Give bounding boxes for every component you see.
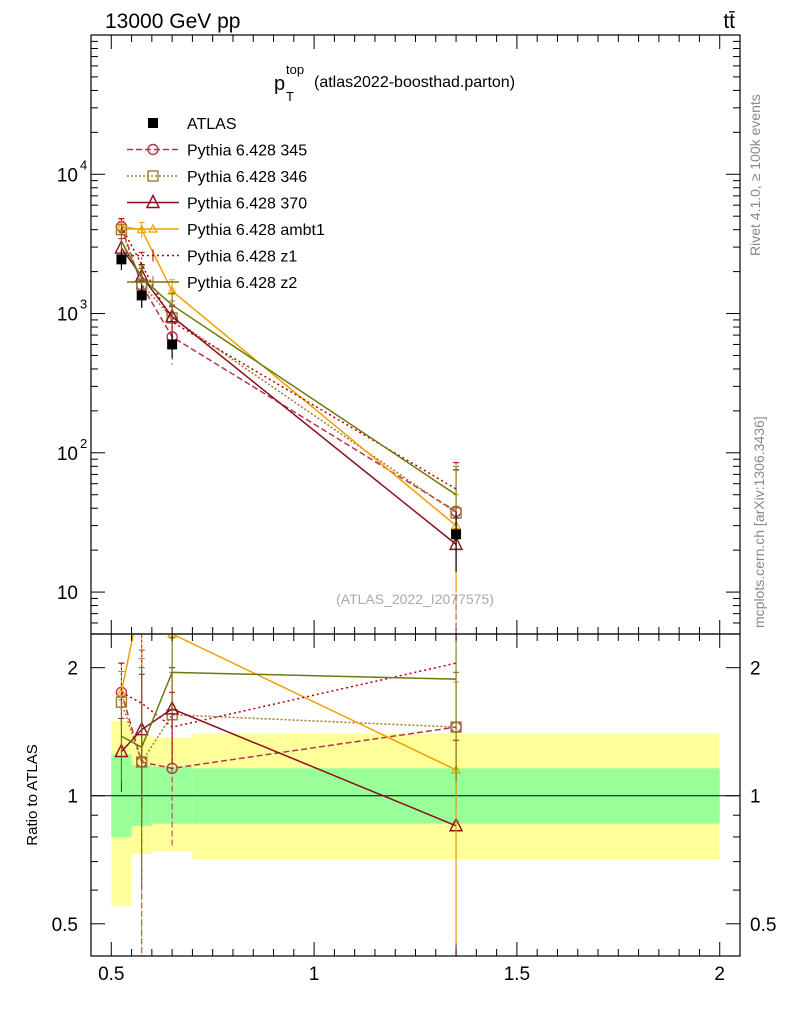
ratio-line-z2	[121, 671, 457, 749]
atlas-marker	[167, 339, 178, 350]
main-series-z1	[118, 218, 460, 537]
ratio-line-p346	[120, 701, 457, 764]
ratio-ytick-label: 2	[67, 659, 78, 680]
ratio-ytick-label-right: 2	[750, 659, 761, 680]
main-ytick-exponent: 3	[80, 297, 87, 312]
legend-label-p370: Pythia 6.428 370	[187, 196, 307, 213]
legend-item-ambt1: Pythia 6.428 ambt1	[127, 222, 325, 239]
main-ytick-label: 10	[57, 165, 78, 186]
watermark-label: (ATLAS_2022_I2077575)	[336, 591, 494, 607]
legend-item-p346: Pythia 6.428 346	[127, 169, 307, 186]
plot-title: p T top (atlas2022-boosthad.parton)	[274, 62, 515, 104]
ratio-ytick-label-right: 0.5	[750, 915, 776, 936]
legend-marker-p345	[147, 143, 159, 156]
ratio-ytick-label: 0.5	[52, 915, 78, 936]
ratio-marker-ambt1	[138, 589, 146, 596]
legend-label-p346: Pythia 6.428 346	[187, 169, 307, 186]
ratio-ylabel: Ratio to ATLAS	[24, 744, 41, 845]
main-series-atlas	[116, 250, 462, 572]
ratio-ytick-label-right: 1	[750, 787, 761, 808]
legend-marker-ambt1	[147, 223, 159, 233]
ratio-xtick-label: 0.5	[98, 964, 124, 985]
ratio-xtick-label: 1.5	[504, 964, 530, 985]
ratio-axes: 0.5 0.5 1 1 2 2 0.5 1 1.5 2	[52, 634, 776, 985]
title-main: p	[274, 73, 285, 95]
rivet-version-label: Rivet 4.1.0, ≥ 100k events	[747, 94, 763, 256]
legend: ATLAS Pythia 6.428 345 Pythia 6.428 346 Pyt…	[127, 116, 325, 292]
atlas-marker	[451, 529, 462, 540]
ratio-line-p370	[120, 708, 457, 827]
ratio-line-p345	[120, 692, 457, 770]
legend-label-z2: Pythia 6.428 z2	[187, 275, 297, 292]
ratio-frame	[90, 633, 741, 957]
ratio-xtick-label: 2	[714, 964, 725, 985]
legend-item-atlas: ATLAS	[148, 116, 237, 133]
legend-label-p345: Pythia 6.428 345	[187, 143, 307, 160]
title-superscript: top	[286, 62, 304, 77]
main-ytick-exponent: 4	[80, 157, 87, 172]
main-ytick-label: 10	[57, 305, 78, 326]
main-line-z1	[120, 226, 457, 490]
main-ytick-exponent: 2	[80, 436, 87, 451]
ratio-marker-ambt1	[116, 687, 127, 696]
legend-label-z1: Pythia 6.428 z1	[187, 249, 297, 266]
main-line-z2	[120, 240, 457, 496]
mcplots-label: mcplots.cern.ch [arXiv:1306.3436]	[751, 416, 767, 628]
main-ytick-label: 10	[57, 583, 78, 604]
ratio-line-ambt1	[120, 634, 457, 771]
atlas-marker	[116, 254, 127, 265]
title-subscript: T	[286, 89, 294, 104]
main-line-p346	[120, 229, 457, 514]
main-series-group	[114, 218, 464, 634]
legend-marker-p346	[147, 170, 159, 182]
header-process-label: tt̄	[723, 10, 735, 33]
header-energy-label: 13000 GeV pp	[105, 10, 240, 33]
main-ytick-label: 10	[57, 444, 78, 465]
ratio-line-z1	[121, 662, 457, 728]
legend-marker-p370	[145, 193, 161, 209]
title-rest: (atlas2022-boosthad.parton)	[314, 74, 515, 91]
ratio-xtick-label: 1	[309, 964, 320, 985]
legend-item-p345: Pythia 6.428 345	[127, 143, 307, 160]
ratio-panel: 0.5 0.5 1 1 2 2 0.5 1 1.5 2 Ratio to ATLAS	[24, 589, 776, 985]
main-line-p370	[120, 247, 457, 545]
legend-label-atlas: ATLAS	[187, 116, 237, 133]
ratio-series-z2	[118, 634, 457, 891]
main-line-p345	[120, 226, 457, 512]
legend-label-ambt1: Pythia 6.428 ambt1	[187, 222, 325, 239]
legend-item-z1: Pythia 6.428 z1	[127, 249, 297, 266]
legend-item-p370: Pythia 6.428 370	[127, 193, 307, 213]
ratio-bands	[111, 720, 720, 907]
ratio-ytick-label: 1	[67, 787, 78, 808]
legend-item-z2: Pythia 6.428 z2	[127, 275, 297, 292]
legend-marker-atlas	[148, 118, 158, 128]
ratio-series-group	[114, 589, 464, 956]
main-line-ambt1	[121, 225, 457, 527]
atlas-marker	[136, 290, 147, 301]
